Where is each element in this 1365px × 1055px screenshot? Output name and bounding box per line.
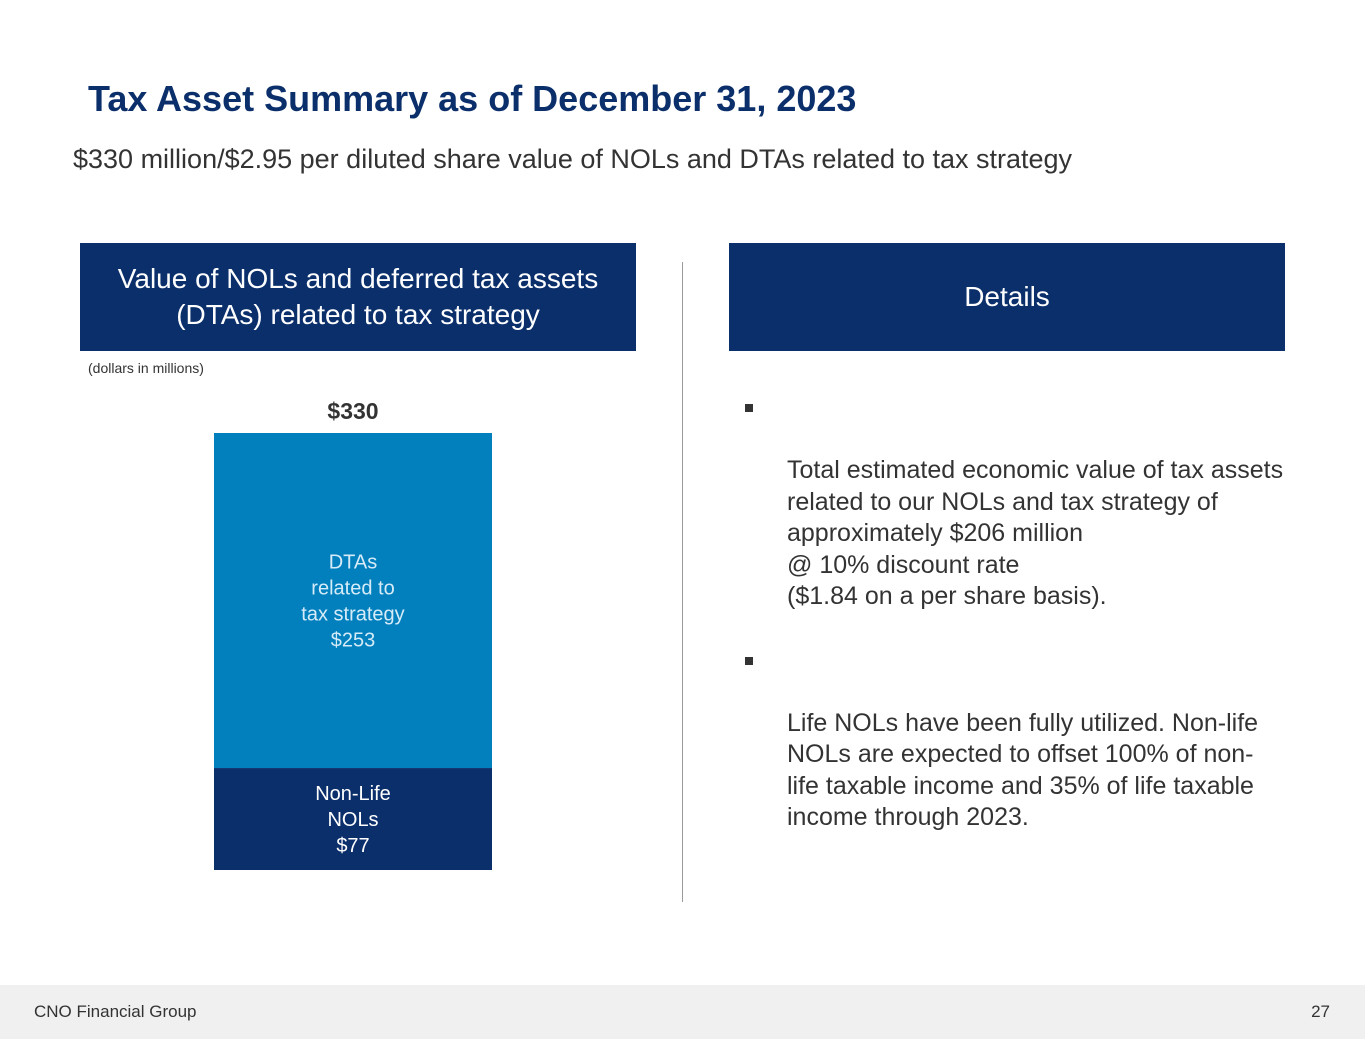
bar-segment-non-life-nols	[214, 768, 492, 870]
details-list: Total estimated economic value of tax as…	[745, 392, 1285, 866]
details-panel-header: Details	[729, 243, 1285, 351]
bar-segment-label: Non-Life NOLs $77	[315, 783, 391, 857]
details-bullet-text: Life NOLs have been fully utilized. Non-…	[787, 708, 1259, 832]
column-divider	[682, 262, 683, 902]
chart-panel-header: Value of NOLs and deferred tax assets (D…	[80, 243, 636, 351]
bar-segment-dtas	[214, 433, 492, 769]
stacked-bar-chart: Non-Life NOLs $77 DTAs related to tax strateg…	[214, 398, 492, 870]
details-panel-header-text: Details	[964, 281, 1050, 312]
units-note: (dollars in millions)	[88, 360, 204, 376]
chart-panel-header-text: Value of NOLs and deferred tax assets (D…	[117, 263, 599, 330]
page-number: 27	[1311, 1002, 1330, 1021]
bar-total-label: $330	[327, 398, 378, 424]
details-bullet: Total estimated economic value of tax as…	[745, 392, 1285, 613]
square-bullet-icon	[745, 656, 753, 665]
page-subtitle: $330 million/$2.95 per diluted share val…	[73, 144, 1073, 174]
bar-segment-label: DTAs related to tax strategy $253	[301, 552, 404, 652]
details-bullet: Life NOLs have been fully utilized. Non-…	[745, 645, 1285, 834]
square-bullet-icon	[745, 404, 753, 412]
page-title: Tax Asset Summary as of December 31, 202…	[88, 78, 857, 119]
details-bullet-text: Total estimated economic value of tax as…	[787, 456, 1284, 610]
footer: CNO Financial Group 27	[0, 985, 1365, 1039]
footer-company: CNO Financial Group	[34, 1002, 197, 1021]
